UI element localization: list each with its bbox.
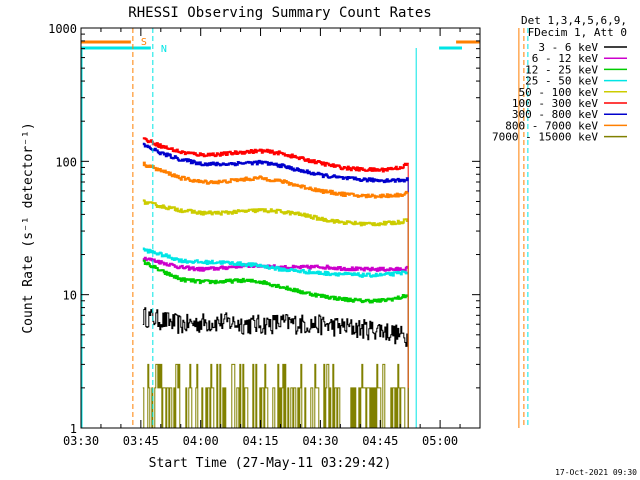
series-line (142, 307, 409, 347)
marker-label: S (141, 37, 147, 48)
y-tick-label: 100 (55, 155, 77, 169)
series-layer (142, 137, 409, 429)
axis-layer: 03:30 03:45 04:00 04:15 04:30 04:45 05:00 1 10 10… (48, 22, 481, 448)
series-line (142, 161, 409, 199)
x-tick-label: 04:30 (302, 434, 338, 448)
legend-entry: 800 - 7000 keV (505, 119, 598, 132)
y-tick-label: 1000 (48, 22, 77, 36)
x-tick-label: 03:45 (123, 434, 159, 448)
x-axis-label: Start Time (27-May-11 03:29:42) (149, 456, 392, 471)
x-tick-label: 04:45 (362, 434, 398, 448)
x-tick-label: 04:15 (242, 434, 278, 448)
legend-entry: 7000 - 15000 keV (492, 131, 598, 144)
legend-entry: 300 - 800 keV (512, 108, 598, 121)
legend: Det 1,3,4,5,6,9,FDecim 1, Att 0 3 - 6 keV… (492, 14, 627, 144)
series-line (142, 247, 409, 278)
x-tick-label: 03:30 (63, 434, 99, 448)
chart-title: RHESSI Observing Summary Count Rates (128, 5, 431, 21)
y-tick-label: 1 (70, 422, 77, 436)
legend-entry: 12 - 25 keV (525, 63, 598, 76)
series-line (142, 142, 409, 184)
series-line (142, 259, 409, 304)
legend-entry: 50 - 100 keV (519, 86, 599, 99)
generation-timestamp: 17-Oct-2021 09:30 (555, 468, 637, 477)
series-line (142, 199, 409, 227)
marker-label: N (161, 44, 167, 55)
series-line (142, 137, 409, 173)
y-axis-label: Count Rate (s⁻¹ detector⁻¹) (21, 122, 36, 333)
x-tick-label: 05:00 (422, 434, 458, 448)
legend-header: FDecim 1, Att 0 (528, 26, 627, 39)
legend-entry: 25 - 50 keV (525, 75, 598, 88)
y-tick-label: 10 (63, 289, 77, 303)
legend-entry: 3 - 6 keV (538, 41, 598, 54)
marker-layer: SN (81, 28, 529, 428)
legend-entry: 100 - 300 keV (512, 97, 598, 110)
x-tick-label: 04:00 (183, 434, 219, 448)
legend-header: Det 1,3,4,5,6,9, (521, 14, 627, 27)
legend-entry: 6 - 12 keV (532, 52, 599, 65)
